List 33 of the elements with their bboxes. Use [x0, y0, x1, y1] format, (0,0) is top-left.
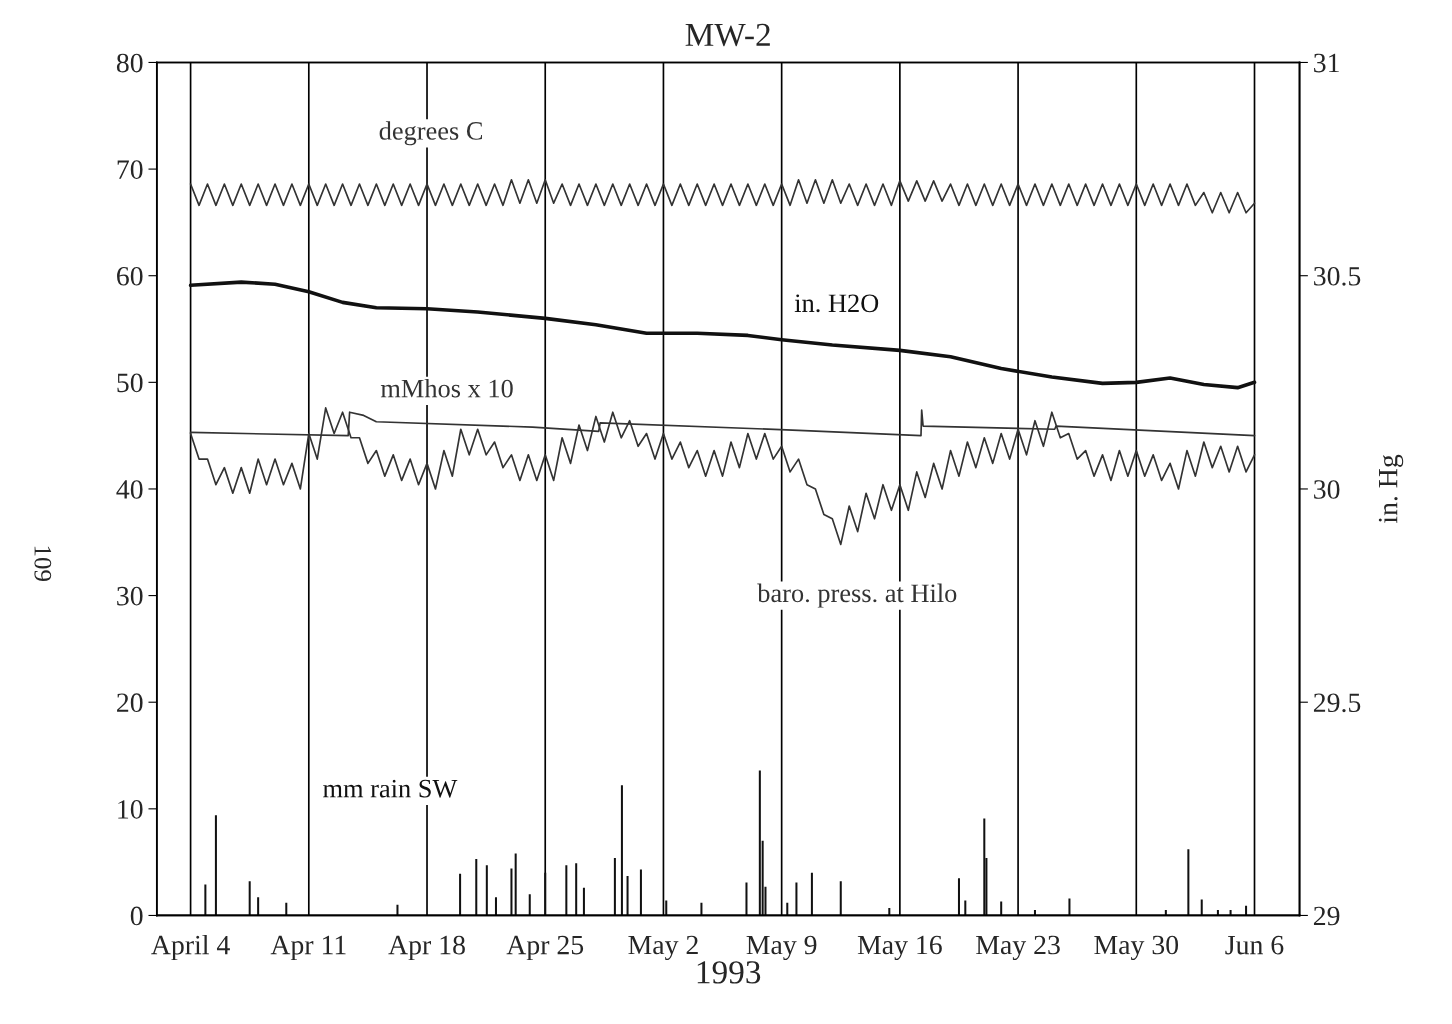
- y-tick-label: 20: [117, 693, 143, 713]
- y2-axis-title: in. Hg: [1378, 454, 1404, 524]
- text: baro. press. at Hilo: [757, 583, 957, 608]
- x-tick-label: Jun 6: [1225, 935, 1284, 955]
- y-tick-label: 10: [118, 800, 143, 819]
- x-tick-label: May 30: [1094, 935, 1179, 961]
- y2-tick-label: 30: [1314, 480, 1340, 499]
- text: 109: [34, 546, 52, 581]
- y2-tick-label: 30.5: [1314, 266, 1361, 286]
- x-axis-title: 1993: [697, 961, 761, 984]
- x-tick-label: Apr 11: [270, 935, 346, 961]
- series-label: degrees C: [379, 121, 482, 146]
- series-label: in. H2O: [794, 294, 879, 313]
- y-tick-label: 70: [117, 160, 143, 179]
- x-tick-label: April 4: [151, 934, 230, 961]
- y-tick-label: 0: [130, 906, 143, 926]
- chart-title: MW-2: [685, 23, 770, 47]
- x-tick-label: May 16: [857, 935, 942, 961]
- y-tick-label: 50: [117, 373, 143, 393]
- y-tick-label: 30: [117, 586, 143, 606]
- text: mm rain SW: [323, 779, 458, 798]
- x-tick-label: Apr 18: [388, 935, 465, 961]
- y2-tick-label: 29.5: [1313, 693, 1361, 713]
- y-tick-label: 40: [116, 480, 143, 499]
- y2-tick-label: 29: [1313, 906, 1340, 926]
- x-tick-label: May 2: [628, 935, 698, 961]
- y2-tick-label: 31: [1314, 53, 1339, 73]
- x-tick-label: Apr 25: [506, 935, 584, 961]
- x-tick-label: May 9: [746, 935, 817, 961]
- y-tick-label: 80: [116, 53, 143, 73]
- x-tick-label: May 23: [976, 935, 1060, 961]
- series-label: mMhos x 10: [380, 378, 513, 398]
- y-tick-label: 60: [117, 266, 143, 286]
